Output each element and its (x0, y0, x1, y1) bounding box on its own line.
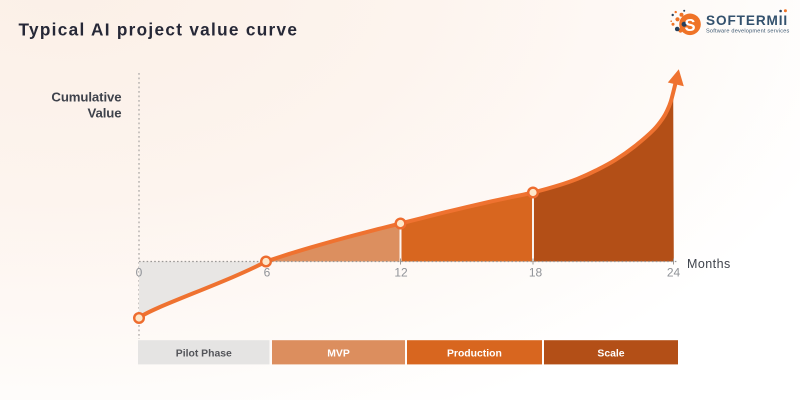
svg-text:SOFTERMII: SOFTERMII (706, 13, 788, 28)
svg-text:Months: Months (687, 257, 731, 271)
svg-text:Scale: Scale (597, 348, 624, 359)
svg-text:MVP: MVP (327, 348, 350, 359)
svg-text:Pilot Phase: Pilot Phase (176, 348, 232, 359)
svg-text:Cumulative: Cumulative (51, 90, 121, 105)
svg-text:18: 18 (529, 265, 543, 279)
svg-text:Typical AI project value curve: Typical AI project value curve (19, 20, 299, 40)
svg-text:12: 12 (394, 265, 408, 279)
svg-text:S: S (684, 14, 695, 35)
svg-text:6: 6 (264, 265, 271, 279)
svg-text:0: 0 (136, 265, 143, 279)
svg-text:Software development services: Software development services (706, 28, 790, 34)
svg-text:Value: Value (88, 106, 122, 121)
svg-text:24: 24 (667, 265, 681, 279)
svg-text:Production: Production (447, 348, 502, 359)
